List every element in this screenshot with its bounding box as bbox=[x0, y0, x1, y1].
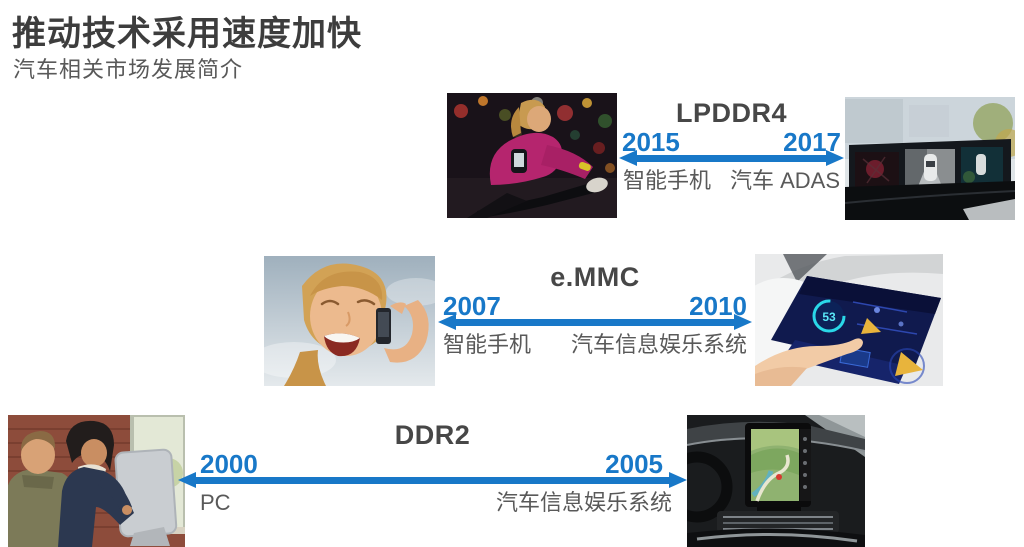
car-adas-display-photo bbox=[845, 97, 1015, 220]
timeline-emmc: e.MMC 2007 2010 智能手机 汽车信息娱乐系统 bbox=[438, 262, 752, 358]
end-market-label: 汽车信息娱乐系统 bbox=[570, 332, 747, 357]
end-year: 2005 bbox=[605, 449, 663, 479]
start-market-label: 智能手机 bbox=[623, 168, 712, 193]
start-market-label: 智能手机 bbox=[443, 332, 532, 357]
arrowhead-left-icon bbox=[619, 150, 637, 166]
arrowhead-right-icon bbox=[734, 314, 752, 330]
car-navigation-photo bbox=[687, 415, 865, 547]
tech-name: LPDDR4 bbox=[675, 98, 787, 128]
page-subtitle: 汽车相关市场发展简介 bbox=[13, 57, 244, 82]
arrow-bar bbox=[451, 319, 739, 326]
page-title: 推动技术采用速度加快 bbox=[12, 15, 362, 53]
double-arrow bbox=[178, 472, 687, 488]
double-arrow bbox=[438, 314, 752, 330]
arrowhead-left-icon bbox=[438, 314, 456, 330]
woman-on-phone-photo bbox=[264, 256, 435, 386]
people-at-pc-photo bbox=[8, 415, 185, 547]
end-market-label: 汽车信息娱乐系统 bbox=[495, 490, 672, 515]
arrowhead-right-icon bbox=[669, 472, 687, 488]
timeline-ddr2: DDR2 2000 2005 PC 汽车信息娱乐系统 bbox=[178, 420, 687, 516]
tech-name: e.MMC bbox=[550, 262, 640, 292]
touchscreen-speed-readout: 53 bbox=[822, 310, 836, 324]
start-market-label: PC bbox=[200, 490, 231, 515]
end-market-label: 汽车 ADAS bbox=[729, 168, 840, 193]
start-year: 2000 bbox=[200, 449, 258, 479]
tech-name: DDR2 bbox=[394, 420, 471, 450]
arrowhead-right-icon bbox=[826, 150, 844, 166]
night-jogger-photo bbox=[447, 93, 617, 218]
arrow-bar bbox=[632, 155, 831, 162]
arrow-bar bbox=[191, 477, 674, 484]
timeline-lpddr4: LPDDR4 2015 2017 智能手机 汽车 ADAS bbox=[619, 98, 844, 194]
arrowhead-left-icon bbox=[178, 472, 196, 488]
double-arrow bbox=[619, 150, 844, 166]
car-touchscreen-photo: 53 bbox=[755, 254, 943, 386]
